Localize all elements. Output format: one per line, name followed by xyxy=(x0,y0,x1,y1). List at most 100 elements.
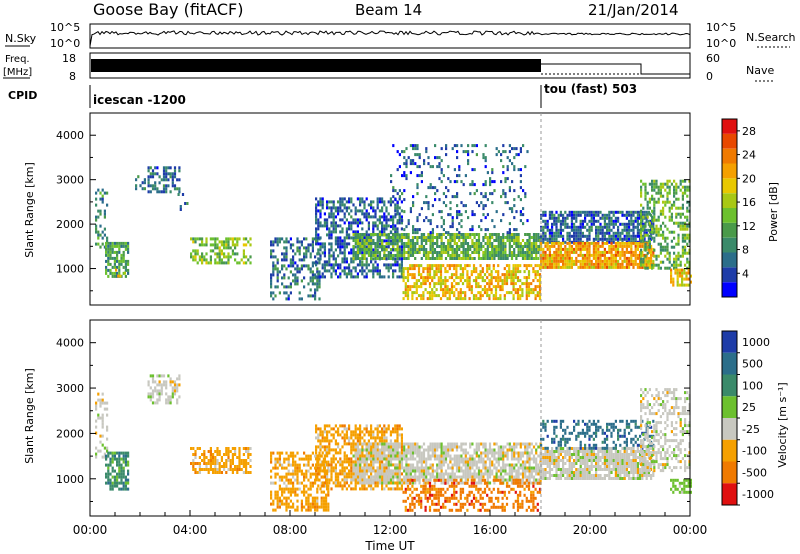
power-echo-cell xyxy=(122,244,125,248)
velocity-echo-cell xyxy=(242,465,245,468)
power-echo-cell xyxy=(334,269,337,273)
velocity-echo-cell xyxy=(120,466,123,470)
power-echo-cell xyxy=(515,257,518,260)
power-echo-cell xyxy=(378,215,381,219)
velocity-echo-cell xyxy=(283,496,286,500)
power-echo-cell xyxy=(426,291,429,295)
power-echo-cell xyxy=(508,270,511,274)
velocity-echo-cell xyxy=(328,424,331,428)
power-echo-cell xyxy=(165,175,168,179)
power-echo-cell xyxy=(628,213,631,217)
velocity-echo-cell xyxy=(272,466,275,470)
power-echo-cell xyxy=(659,194,662,198)
power-echo-cell xyxy=(536,270,539,274)
power-echo-cell xyxy=(328,260,331,264)
power-echo-cell xyxy=(641,250,644,254)
velocity-echo-cell xyxy=(120,478,123,482)
velocity-echo-cell xyxy=(95,455,98,459)
power-echo-cell xyxy=(577,213,580,217)
power-echo-cell xyxy=(508,291,511,295)
power-echo-cell xyxy=(154,184,157,188)
power-echo-cell xyxy=(675,266,678,270)
power-echo-cell xyxy=(530,291,533,295)
power-echo-cell xyxy=(681,239,684,243)
velocity-echo-cell xyxy=(296,499,299,503)
power-echo-cell xyxy=(370,215,373,219)
velocity-echo-cell xyxy=(95,401,98,405)
power-echo-cell xyxy=(557,219,560,223)
power-echo-cell xyxy=(646,251,649,255)
power-echo-cell xyxy=(642,227,645,231)
power-echo-cell xyxy=(111,241,114,245)
power-echo-cell xyxy=(592,265,595,269)
power-echo-cell xyxy=(645,228,648,232)
power-echo-cell xyxy=(436,233,439,236)
power-echo-cell xyxy=(341,197,344,201)
velocity-echo-cell xyxy=(156,398,159,402)
power-echo-cell xyxy=(647,259,650,263)
power-echo-cell xyxy=(562,234,565,238)
power-echo-cell xyxy=(289,237,292,241)
power-echo-cell xyxy=(506,254,509,257)
power-echo-cell xyxy=(418,153,421,157)
freq-panel: Freq. [MHz] 18 8 60 0 Nave xyxy=(3,52,775,83)
power-echo-cell xyxy=(557,213,560,217)
power-echo-cell xyxy=(317,221,320,225)
velocity-echo-cell xyxy=(147,383,150,387)
velocity-echo-cell xyxy=(320,490,323,494)
power-echo-cell xyxy=(426,264,429,268)
power-echo-cell xyxy=(107,250,110,254)
power-echo-cell xyxy=(540,259,543,263)
power-echo-cell xyxy=(363,215,366,219)
power-echo-cell xyxy=(675,197,678,201)
velocity-echo-cell xyxy=(321,451,324,455)
power-echo-cell xyxy=(396,236,399,239)
velocity-echo-cell xyxy=(158,380,161,384)
power-echo-cell xyxy=(385,215,388,219)
power-echo-cell xyxy=(579,253,582,257)
power-echo-cell xyxy=(190,252,193,256)
velocity-echo-cell xyxy=(245,471,248,474)
power-echo-cell xyxy=(350,215,353,219)
velocity-echo-cell xyxy=(381,487,384,491)
power-echo-cell xyxy=(501,273,504,277)
power-echo-cell xyxy=(677,254,680,258)
velocity-echo-cell xyxy=(203,450,206,453)
velocity-echo-cell xyxy=(345,481,348,485)
power-echo-cell xyxy=(365,260,368,264)
velocity-echo-cell xyxy=(120,457,123,461)
power-echo-cell xyxy=(686,218,689,222)
velocity-echo-cell xyxy=(303,451,306,455)
power-echo-cell xyxy=(664,215,667,219)
velocity-echo-cell xyxy=(113,478,116,482)
power-echo-cell xyxy=(508,144,511,148)
velocity-echo-cell xyxy=(109,451,112,455)
power-echo-cell xyxy=(435,294,438,298)
power-echo-cell xyxy=(486,291,489,295)
power-echo-cell xyxy=(466,236,470,239)
velocity-echo-cell xyxy=(341,436,344,440)
power-echo-cell xyxy=(559,225,562,229)
power-echo-cell xyxy=(568,256,571,260)
power-echo-cell xyxy=(586,210,589,214)
power-echo-cell xyxy=(372,239,375,242)
power-echo-cell xyxy=(453,180,456,184)
velocity-echo-cell xyxy=(307,493,310,497)
velocity-echo-cell xyxy=(305,463,308,467)
velocity-echo-cell xyxy=(99,404,102,408)
power-echo-cell xyxy=(409,285,412,289)
power-echo-cell xyxy=(681,245,684,249)
velocity-echo-cell xyxy=(316,487,319,491)
power-echo-cell xyxy=(521,251,525,254)
power-echo-cell xyxy=(449,180,452,184)
power-echo-cell xyxy=(606,262,609,266)
velocity-echo-cell xyxy=(209,456,212,459)
power-echo-cell xyxy=(192,258,195,262)
power-echo-cell xyxy=(479,294,482,298)
velocity-echo-cell xyxy=(348,463,351,467)
power-echo-cell xyxy=(381,245,384,248)
power-echo-cell xyxy=(458,168,461,172)
power-echo-cell xyxy=(387,275,390,279)
power-echo-cell xyxy=(367,269,370,273)
power-echo-cell xyxy=(504,248,507,251)
